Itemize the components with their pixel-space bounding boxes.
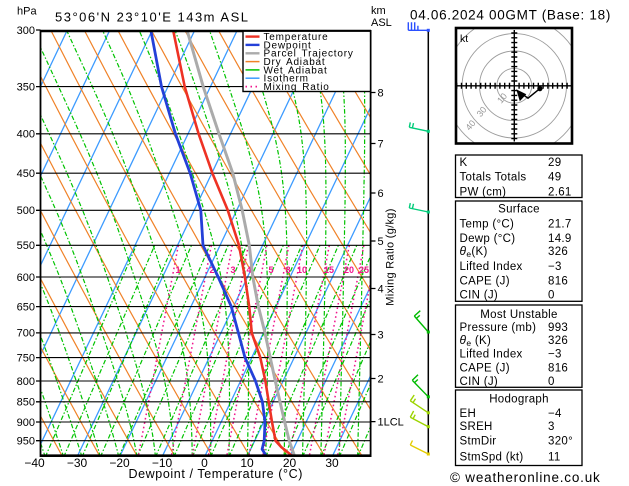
svg-text:Surface: Surface [498, 204, 540, 216]
svg-text:326: 326 [548, 335, 568, 347]
svg-text:21.7: 21.7 [548, 218, 572, 230]
svg-text:Mixing Ratio (g/kg): Mixing Ratio (g/kg) [385, 208, 397, 305]
svg-text:Lifted Index: Lifted Index [460, 261, 523, 273]
svg-text:700: 700 [17, 328, 35, 340]
svg-text:0: 0 [201, 456, 208, 470]
svg-text:Hodograph: Hodograph [489, 394, 549, 406]
svg-text:326: 326 [548, 246, 568, 258]
svg-text:300: 300 [17, 25, 35, 37]
svg-text:53°06'N 23°10'E 143m ASL: 53°06'N 23°10'E 143m ASL [55, 10, 249, 25]
svg-text:10: 10 [297, 265, 307, 275]
svg-text:−30: −30 [67, 456, 88, 470]
svg-text:600: 600 [17, 272, 35, 284]
svg-text:40: 40 [463, 118, 477, 132]
svg-text:2: 2 [378, 373, 384, 385]
svg-text:10: 10 [240, 456, 254, 470]
svg-text:2.61: 2.61 [548, 186, 572, 198]
svg-text:816: 816 [548, 276, 568, 288]
svg-text:7: 7 [378, 138, 384, 150]
svg-text:θe(K): θe(K) [460, 244, 488, 259]
svg-text:© weatheronline.co.uk: © weatheronline.co.uk [450, 470, 601, 485]
svg-text:14.9: 14.9 [548, 233, 572, 245]
svg-text:−20: −20 [109, 456, 130, 470]
svg-text:2: 2 [209, 265, 214, 275]
svg-text:StmDir: StmDir [460, 436, 497, 448]
svg-text:10: 10 [495, 91, 509, 105]
svg-text:Dry Adiabat: Dry Adiabat [264, 57, 326, 68]
svg-text:PW (cm): PW (cm) [460, 186, 507, 198]
svg-text:Parcel Trajectory: Parcel Trajectory [264, 49, 354, 60]
svg-text:650: 650 [17, 301, 35, 313]
svg-text:550: 550 [17, 240, 35, 252]
svg-text:Pressure (mb): Pressure (mb) [460, 322, 537, 334]
svg-text:Dewp (°C): Dewp (°C) [460, 233, 516, 245]
svg-text:0: 0 [548, 376, 555, 388]
svg-text:450: 450 [17, 168, 35, 180]
svg-text:5: 5 [378, 236, 384, 248]
svg-text:Dewpoint: Dewpoint [264, 40, 312, 51]
svg-text:Temp (°C): Temp (°C) [460, 218, 515, 230]
svg-text:750: 750 [17, 352, 35, 364]
svg-text:49: 49 [548, 172, 561, 184]
svg-text:Wet Adiabat: Wet Adiabat [264, 65, 328, 76]
svg-text:5: 5 [268, 265, 273, 275]
svg-text:8: 8 [285, 265, 290, 275]
svg-text:Temperature: Temperature [264, 32, 329, 43]
svg-text:CIN (J): CIN (J) [460, 376, 499, 388]
svg-text:Dewpoint / Temperature (°C): Dewpoint / Temperature (°C) [129, 467, 304, 481]
svg-text:EH: EH [460, 408, 477, 420]
svg-text:K: K [460, 157, 468, 169]
svg-text:29: 29 [548, 157, 561, 169]
svg-text:20: 20 [344, 265, 354, 275]
svg-text:400: 400 [17, 129, 35, 141]
svg-text:StmSpd (kt): StmSpd (kt) [460, 451, 524, 463]
svg-text:Totals Totals: Totals Totals [460, 172, 527, 184]
svg-text:3: 3 [378, 329, 384, 341]
svg-text:CAPE (J): CAPE (J) [460, 276, 510, 288]
svg-text:1LCL: 1LCL [378, 416, 404, 428]
svg-text:Mixing Ratio: Mixing Ratio [264, 82, 330, 93]
svg-text:−3: −3 [548, 261, 562, 273]
svg-text:320°: 320° [548, 436, 573, 448]
svg-text:Most Unstable: Most Unstable [480, 309, 557, 321]
svg-text:993: 993 [548, 322, 568, 334]
svg-text:25: 25 [359, 265, 369, 275]
svg-text:SREH: SREH [460, 421, 493, 433]
svg-text:kt: kt [460, 33, 468, 45]
svg-text:−3: −3 [548, 348, 562, 360]
svg-text:6: 6 [378, 188, 384, 200]
svg-text:ASL: ASL [371, 17, 392, 29]
svg-text:30: 30 [325, 456, 339, 470]
svg-text:350: 350 [17, 81, 35, 93]
svg-text:1: 1 [175, 265, 180, 275]
svg-text:Isotherm: Isotherm [264, 74, 309, 85]
svg-text:km: km [371, 5, 386, 17]
svg-text:4: 4 [246, 265, 251, 275]
svg-text:CAPE (J): CAPE (J) [460, 363, 510, 375]
svg-text:−4: −4 [548, 408, 562, 420]
svg-text:11: 11 [548, 451, 561, 463]
svg-text:816: 816 [548, 363, 568, 375]
svg-text:3: 3 [230, 265, 235, 275]
svg-text:800: 800 [17, 376, 35, 388]
svg-text:20: 20 [283, 456, 297, 470]
svg-text:θe (K): θe (K) [460, 333, 492, 348]
svg-text:900: 900 [17, 417, 35, 429]
svg-text:8: 8 [378, 87, 384, 99]
svg-text:hPa: hPa [17, 6, 37, 18]
svg-text:3: 3 [548, 421, 555, 433]
svg-text:4: 4 [378, 283, 384, 295]
svg-text:−40: −40 [24, 456, 45, 470]
svg-text:950: 950 [17, 436, 35, 448]
svg-text:−10: −10 [152, 456, 173, 470]
svg-text:0: 0 [548, 289, 555, 301]
svg-text:15: 15 [324, 265, 334, 275]
svg-text:500: 500 [17, 205, 35, 217]
svg-text:04.06.2024 00GMT (Base: 18): 04.06.2024 00GMT (Base: 18) [410, 8, 611, 23]
svg-text:CIN (J): CIN (J) [460, 289, 499, 301]
svg-text:30: 30 [475, 105, 489, 119]
svg-text:Lifted Index: Lifted Index [460, 348, 523, 360]
svg-text:850: 850 [17, 397, 35, 409]
